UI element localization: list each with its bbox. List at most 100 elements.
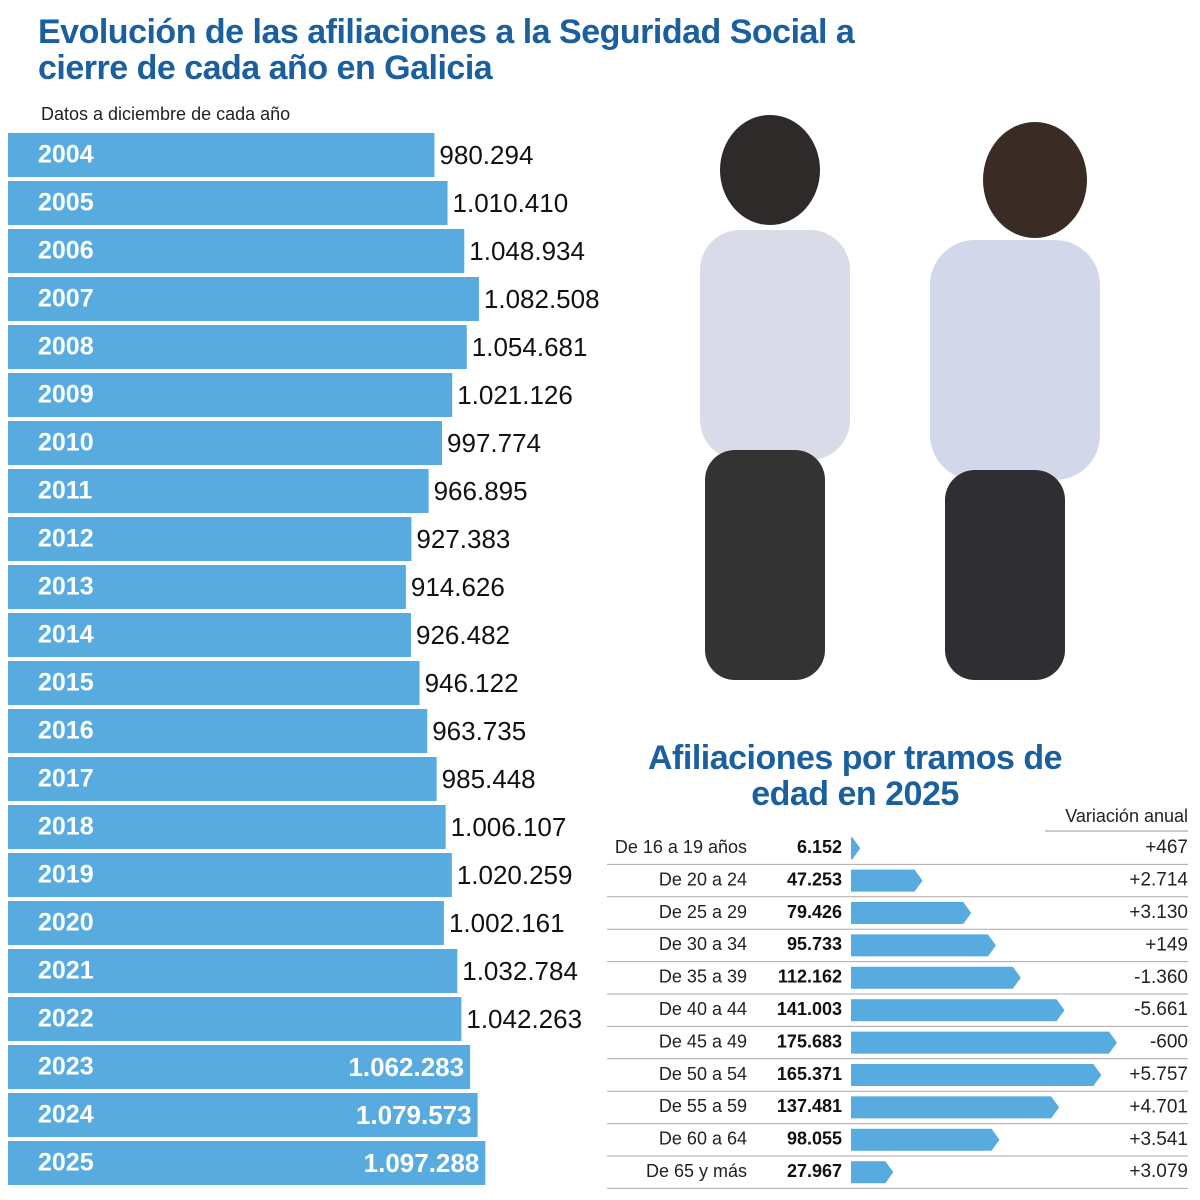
bar — [8, 613, 412, 657]
bar — [851, 999, 1065, 1022]
category-label: 2005 — [38, 189, 94, 217]
category-label: 2010 — [38, 429, 94, 457]
value-label: 141.003 — [777, 999, 842, 1019]
value-label: 1.097.288 — [364, 1148, 480, 1178]
value-label: 1.032.784 — [462, 956, 578, 986]
value-label: 966.895 — [434, 476, 528, 506]
value-label: 1.006.107 — [451, 812, 567, 842]
bar — [8, 277, 479, 321]
change-label: +3.079 — [1129, 1161, 1188, 1182]
value-label: 79.426 — [787, 902, 842, 922]
category-label: De 45 a 49 — [659, 1031, 747, 1051]
change-label: +467 — [1145, 837, 1188, 858]
change-label: +3.130 — [1129, 902, 1188, 923]
value-label: 1.062.283 — [348, 1052, 464, 1082]
bar — [8, 1141, 486, 1185]
bar — [8, 229, 465, 273]
value-label: 926.482 — [416, 620, 510, 650]
category-label: 2018 — [38, 813, 94, 841]
value-label: 980.294 — [439, 140, 533, 170]
category-label: 2023 — [38, 1053, 94, 1081]
category-label: 2017 — [38, 765, 94, 793]
change-label: -1.360 — [1134, 967, 1188, 988]
bar — [8, 325, 467, 369]
value-label: 98.055 — [787, 1129, 842, 1149]
value-label: 963.735 — [432, 716, 526, 746]
bar — [8, 805, 446, 849]
category-label: De 50 a 54 — [659, 1064, 747, 1084]
bar — [851, 1096, 1060, 1119]
value-label: 1.048.934 — [469, 236, 585, 266]
value-label: 95.733 — [787, 934, 842, 954]
category-label: 2022 — [38, 1005, 94, 1033]
value-label: 6.152 — [797, 837, 842, 857]
bar — [8, 709, 428, 753]
bar — [8, 517, 412, 561]
bar — [8, 421, 443, 465]
column-header: Variación anual — [1065, 806, 1188, 826]
bar — [8, 565, 406, 609]
category-label: 2015 — [38, 669, 94, 697]
category-label: 2007 — [38, 285, 94, 313]
category-label: 2021 — [38, 957, 94, 985]
value-label: 1.079.573 — [356, 1100, 472, 1130]
category-label: De 25 a 29 — [659, 902, 747, 922]
category-label: 2011 — [38, 477, 92, 505]
bar — [8, 1045, 471, 1089]
value-label: 946.122 — [425, 668, 519, 698]
category-label: 2006 — [38, 237, 94, 265]
value-label: 165.371 — [777, 1064, 842, 1084]
category-label: De 35 a 39 — [659, 967, 747, 987]
bar — [851, 1161, 894, 1184]
category-label: 2016 — [38, 717, 94, 745]
change-label: +4.701 — [1129, 1096, 1188, 1117]
value-label: 175.683 — [777, 1031, 842, 1051]
bar — [8, 997, 462, 1041]
category-label: 2020 — [38, 909, 94, 937]
bar — [8, 133, 435, 177]
value-label: 914.626 — [411, 572, 505, 602]
chart-subtitle: Datos a diciembre de cada año — [41, 104, 291, 124]
category-label: 2019 — [38, 861, 94, 889]
bar — [8, 757, 437, 801]
category-label: De 60 a 64 — [659, 1129, 747, 1149]
bar — [851, 1031, 1117, 1054]
category-label: De 20 a 24 — [659, 869, 747, 889]
category-label: 2014 — [38, 621, 94, 649]
change-label: +2.714 — [1129, 870, 1188, 891]
category-label: De 16 a 19 años — [615, 837, 747, 857]
value-label: 1.002.161 — [449, 908, 565, 938]
bar — [8, 853, 452, 897]
category-label: 2025 — [38, 1149, 94, 1177]
value-label: 47.253 — [787, 869, 842, 889]
category-label: 2024 — [38, 1101, 94, 1129]
value-label: 1.054.681 — [472, 332, 588, 362]
bar — [8, 901, 444, 945]
category-label: 2012 — [38, 525, 94, 553]
bar — [851, 966, 1021, 989]
value-label: 1.082.508 — [484, 284, 600, 314]
value-label: 985.448 — [442, 764, 536, 794]
value-label: 1.020.259 — [457, 860, 573, 890]
change-label: +149 — [1145, 934, 1188, 955]
category-label: De 65 y más — [646, 1161, 747, 1181]
value-label: 137.481 — [777, 1096, 842, 1116]
bar — [851, 1128, 1000, 1151]
category-label: De 30 a 34 — [659, 934, 747, 954]
category-label: 2004 — [38, 141, 94, 169]
illustration — [700, 115, 1100, 680]
category-label: De 55 a 59 — [659, 1096, 747, 1116]
category-label: 2008 — [38, 333, 94, 361]
chart-title: Afiliaciones por tramos de edad en 2025 — [648, 739, 1063, 813]
change-label: +5.757 — [1129, 1064, 1188, 1085]
category-label: De 40 a 44 — [659, 999, 747, 1019]
value-label: 927.383 — [416, 524, 510, 554]
change-label: -600 — [1150, 1032, 1188, 1053]
category-label: 2009 — [38, 381, 94, 409]
bar — [8, 949, 458, 993]
value-label: 997.774 — [447, 428, 541, 458]
bar — [851, 902, 972, 924]
bar — [851, 869, 923, 892]
